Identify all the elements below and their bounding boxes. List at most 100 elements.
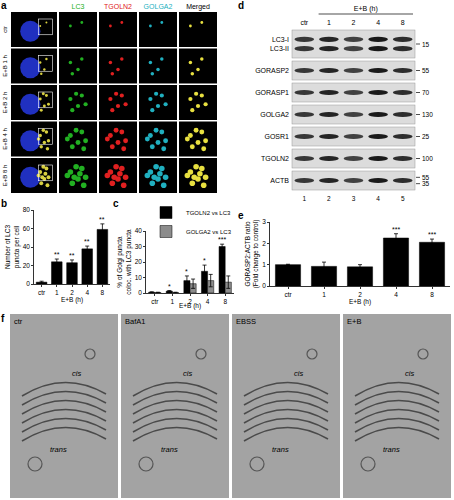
svg-text:% of Golgi punctacoloc. with L: % of Golgi punctacoloc. with LC3 puncta <box>116 229 132 295</box>
svg-text:4: 4 <box>85 289 89 296</box>
svg-text:GORASP2:ACTB ratio(Fold change: GORASP2:ACTB ratio(Fold change to contro… <box>244 220 260 289</box>
svg-text:e: e <box>238 210 244 221</box>
svg-text:1: 1 <box>322 291 326 298</box>
svg-text:TGOLN2: TGOLN2 <box>261 155 289 162</box>
svg-text:***: *** <box>218 236 226 243</box>
svg-text:GORASP2: GORASP2 <box>255 67 289 74</box>
svg-text:E+B: E+B <box>347 317 361 326</box>
svg-text:ctr: ctr <box>14 317 23 326</box>
svg-text:3: 3 <box>352 195 356 202</box>
svg-text:ACTB: ACTB <box>270 177 289 184</box>
svg-text:2: 2 <box>327 195 331 202</box>
svg-text:1: 1 <box>262 261 266 268</box>
svg-text:a: a <box>1 0 7 11</box>
svg-text:d: d <box>238 0 244 11</box>
svg-text:**: ** <box>54 251 60 258</box>
svg-text:2: 2 <box>352 19 356 26</box>
svg-text:ctr: ctr <box>38 289 46 296</box>
svg-text:E+B (h): E+B (h) <box>349 298 371 306</box>
svg-text:cis: cis <box>294 369 303 378</box>
svg-text:ctr: ctr <box>2 26 8 33</box>
svg-text:***: *** <box>428 231 436 238</box>
svg-text:E+B (h): E+B (h) <box>61 296 83 304</box>
svg-text:trans: trans <box>383 445 400 454</box>
svg-text:GOSR1: GOSR1 <box>264 133 289 140</box>
svg-text:ctr: ctr <box>284 291 292 298</box>
svg-text:LC3: LC3 <box>72 3 85 10</box>
svg-text:cis: cis <box>405 369 414 378</box>
svg-text:GOLGA2 vs LC3: GOLGA2 vs LC3 <box>186 229 232 235</box>
svg-text:55: 55 <box>422 67 430 74</box>
svg-text:f: f <box>1 313 5 324</box>
svg-text:8: 8 <box>430 291 434 298</box>
svg-text:cis: cis <box>183 369 192 378</box>
svg-text:GOLGA2: GOLGA2 <box>260 111 289 118</box>
svg-text:LC3-II: LC3-II <box>270 45 289 52</box>
svg-text:GOLGA2: GOLGA2 <box>144 3 173 10</box>
svg-text:0: 0 <box>138 289 142 296</box>
svg-text:Merged: Merged <box>186 3 210 11</box>
svg-text:70: 70 <box>422 89 430 96</box>
svg-text:E+B (h): E+B (h) <box>179 302 201 310</box>
svg-text:8: 8 <box>401 19 405 26</box>
svg-text:**: ** <box>99 216 105 223</box>
svg-text:ctr: ctr <box>151 298 159 305</box>
svg-text:10: 10 <box>135 274 143 281</box>
svg-text:40: 40 <box>23 243 31 250</box>
svg-text:E+B 1 h: E+B 1 h <box>2 55 8 77</box>
svg-text:2: 2 <box>262 240 266 247</box>
svg-text:8: 8 <box>101 289 105 296</box>
svg-text:BafA1: BafA1 <box>125 317 145 326</box>
svg-text:trans: trans <box>272 445 289 454</box>
svg-text:25: 25 <box>422 133 430 140</box>
svg-text:LC3-I: LC3-I <box>272 36 289 43</box>
svg-text:E+B (h): E+B (h) <box>354 5 378 13</box>
svg-text:60: 60 <box>23 225 31 232</box>
svg-text:E+B 4 h: E+B 4 h <box>2 128 8 150</box>
svg-text:20: 20 <box>135 258 143 265</box>
svg-text:TGOLN2 vs LC3: TGOLN2 vs LC3 <box>186 210 231 216</box>
svg-text:*: * <box>185 268 188 275</box>
svg-text:trans: trans <box>161 445 178 454</box>
svg-text:**: ** <box>69 252 75 259</box>
svg-text:1: 1 <box>55 289 59 296</box>
svg-text:EBSS: EBSS <box>236 317 256 326</box>
svg-text:20: 20 <box>23 262 31 269</box>
svg-text:*: * <box>168 283 171 290</box>
svg-text:cis: cis <box>72 369 81 378</box>
svg-text:100: 100 <box>422 155 433 162</box>
svg-text:trans: trans <box>50 445 67 454</box>
svg-text:GORASP1: GORASP1 <box>255 89 289 96</box>
svg-text:Number of LC3puncta per cell: Number of LC3puncta per cell <box>4 225 20 269</box>
svg-text:15: 15 <box>422 41 430 48</box>
svg-text:**: ** <box>84 238 90 245</box>
svg-text:4: 4 <box>376 195 380 202</box>
svg-text:*: * <box>203 257 206 264</box>
svg-text:4: 4 <box>206 298 210 305</box>
svg-text:c: c <box>113 198 119 209</box>
svg-text:2: 2 <box>358 291 362 298</box>
svg-text:TGOLN2: TGOLN2 <box>104 3 132 10</box>
svg-text:2: 2 <box>70 289 74 296</box>
svg-text:E+B 8 h: E+B 8 h <box>2 165 8 187</box>
svg-text:1: 1 <box>327 19 331 26</box>
svg-text:80: 80 <box>23 206 31 213</box>
svg-text:0: 0 <box>26 280 30 287</box>
svg-text:35: 35 <box>422 180 430 187</box>
svg-text:130: 130 <box>422 111 433 118</box>
svg-text:1: 1 <box>302 195 306 202</box>
svg-text:3: 3 <box>262 218 266 225</box>
svg-text:5: 5 <box>401 195 405 202</box>
svg-text:40: 40 <box>135 227 143 234</box>
svg-text:0: 0 <box>262 282 266 289</box>
svg-text:1: 1 <box>171 298 175 305</box>
svg-text:4: 4 <box>394 291 398 298</box>
svg-text:30: 30 <box>135 243 143 250</box>
svg-text:ctr: ctr <box>300 19 308 26</box>
svg-text:b: b <box>1 198 7 209</box>
svg-text:E+B 2 h: E+B 2 h <box>2 92 8 114</box>
svg-text:2: 2 <box>188 298 192 305</box>
svg-text:8: 8 <box>223 298 227 305</box>
svg-text:4: 4 <box>376 19 380 26</box>
svg-text:***: *** <box>392 226 400 233</box>
